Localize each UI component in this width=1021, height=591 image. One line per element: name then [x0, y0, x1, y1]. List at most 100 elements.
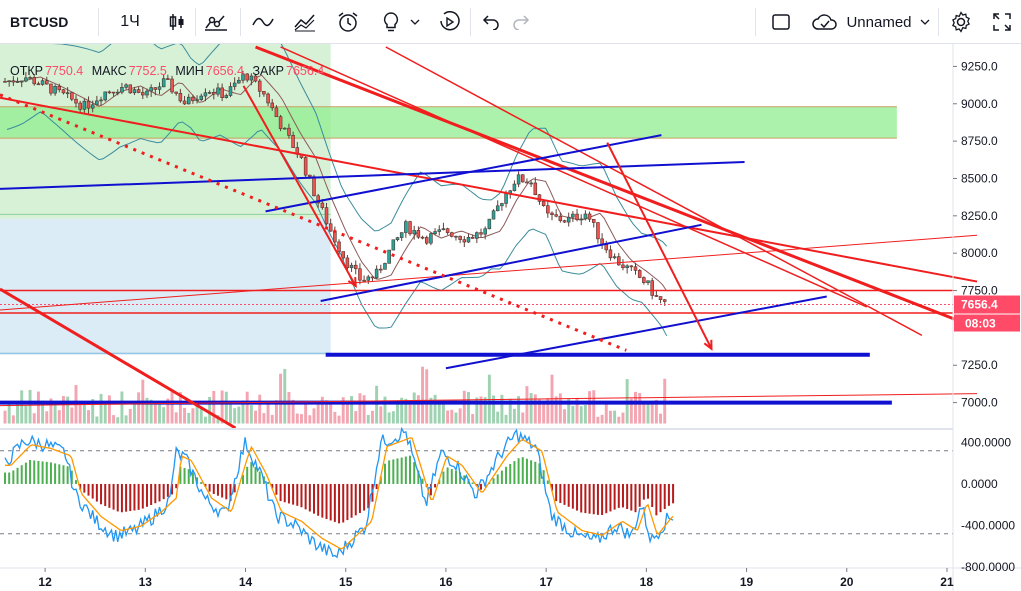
histogram-bar	[530, 460, 533, 484]
histogram-bar	[129, 483, 132, 512]
volume-bar	[379, 406, 383, 424]
legend-open-value: 7750.4	[45, 64, 83, 78]
candle-body	[383, 263, 387, 270]
candle-body	[516, 174, 521, 185]
time-tick-label: 21	[940, 575, 954, 589]
candle-body	[90, 104, 95, 109]
histogram-bar	[175, 483, 178, 489]
candle-body	[53, 86, 57, 94]
volume-bar	[546, 398, 550, 424]
interval-button[interactable]: 1Ч	[120, 13, 140, 30]
candle-body	[462, 239, 467, 243]
countdown-tag	[954, 314, 1020, 332]
candle-body	[253, 75, 258, 82]
volume-bar	[178, 392, 182, 424]
volume-bar	[341, 397, 345, 424]
candle-body	[45, 80, 49, 85]
histogram-bar	[655, 483, 658, 516]
candles-icon[interactable]	[165, 0, 189, 44]
histogram-bar	[279, 483, 282, 502]
histogram-bar	[166, 483, 169, 497]
candle-body	[40, 80, 45, 85]
histogram-bar	[271, 483, 274, 489]
time-tick-label: 12	[38, 575, 52, 589]
histogram-bar	[538, 463, 541, 484]
histogram-bar	[375, 483, 378, 490]
layout-square-icon[interactable]	[768, 0, 794, 44]
histogram-bar	[550, 483, 553, 491]
candle-body	[362, 279, 366, 282]
indicators-icon[interactable]	[203, 0, 229, 44]
candle-body	[353, 264, 358, 270]
volume-bar	[258, 394, 262, 424]
candle-body	[237, 79, 241, 84]
histogram-bar	[663, 483, 666, 510]
histogram-bar	[642, 483, 645, 500]
candle-body	[107, 91, 112, 94]
volume-bar	[249, 405, 253, 424]
line-tool-icon[interactable]	[250, 0, 276, 44]
volume-bar	[596, 416, 600, 424]
candle-body	[103, 91, 107, 101]
candle-body	[345, 257, 350, 269]
volume-bar	[124, 415, 128, 424]
chevron-down-icon[interactable]	[408, 0, 422, 44]
candle-body	[587, 213, 592, 220]
candle-body	[141, 92, 145, 96]
last-price-label: 7656.4	[961, 298, 998, 312]
histogram-bar	[33, 460, 36, 484]
alert-icon[interactable]	[335, 0, 361, 44]
volume-bar	[70, 407, 74, 424]
zones-layer	[0, 44, 897, 355]
bollinger-upper-band	[52, 44, 668, 247]
idea-icon[interactable]	[378, 0, 404, 44]
candle-body	[633, 266, 638, 271]
legend-close-label: ЗАКР	[253, 64, 285, 78]
layout-name[interactable]: Unnamed	[846, 13, 912, 31]
chevron-down-icon[interactable]	[918, 0, 932, 44]
volume-bar	[529, 393, 533, 424]
candle-body	[291, 135, 295, 148]
candle-body	[566, 216, 571, 223]
settings-icon[interactable]	[948, 0, 974, 44]
volume-bar	[617, 416, 621, 424]
arrow-down-1-head	[347, 277, 357, 289]
trend-line-red-thin	[0, 234, 978, 311]
candle-body	[65, 92, 70, 95]
candle-body	[475, 232, 479, 239]
volume-bar	[11, 415, 15, 424]
histogram-bar	[383, 463, 386, 484]
trend-line-blue-rising	[445, 295, 827, 370]
compare-icon[interactable]	[292, 0, 318, 44]
toolbar-divider	[240, 8, 241, 36]
trend-line-blue-channel-top	[265, 134, 662, 213]
histogram-bar	[496, 474, 499, 484]
undo-icon[interactable]	[480, 0, 502, 44]
candle-body	[483, 228, 487, 235]
volume-bar	[475, 397, 479, 424]
candle-body	[466, 236, 471, 243]
candle-body	[579, 218, 583, 221]
redo-icon[interactable]	[510, 0, 532, 44]
fullscreen-icon[interactable]	[990, 0, 1014, 44]
histogram-bar	[100, 483, 103, 505]
price-chart[interactable]: 9250.0 9000.0 8750.0 8500.0 8250.0 8000.0 7750…	[0, 44, 1021, 591]
replay-icon[interactable]	[436, 0, 462, 44]
histogram-bar	[258, 471, 261, 484]
volume-bar	[103, 403, 107, 424]
cloud-icon[interactable]	[810, 0, 840, 44]
volume-bar	[320, 396, 324, 424]
histogram-bar	[417, 470, 420, 484]
histogram-bar	[62, 465, 65, 484]
histogram-bar	[162, 483, 165, 500]
candle-body	[157, 86, 162, 90]
symbol-search[interactable]: BTCUSD	[10, 14, 69, 30]
axes-layer: 9250.0 9000.0 8750.0 8500.0 8250.0 8000.0 7750…	[0, 44, 1021, 591]
volume-bar	[174, 412, 178, 424]
histogram-bar	[225, 483, 228, 500]
candle-body	[500, 203, 504, 207]
volume-bar	[62, 396, 65, 424]
candle-body	[228, 86, 233, 96]
volume-bar	[199, 406, 203, 424]
histogram-bar	[576, 483, 579, 511]
